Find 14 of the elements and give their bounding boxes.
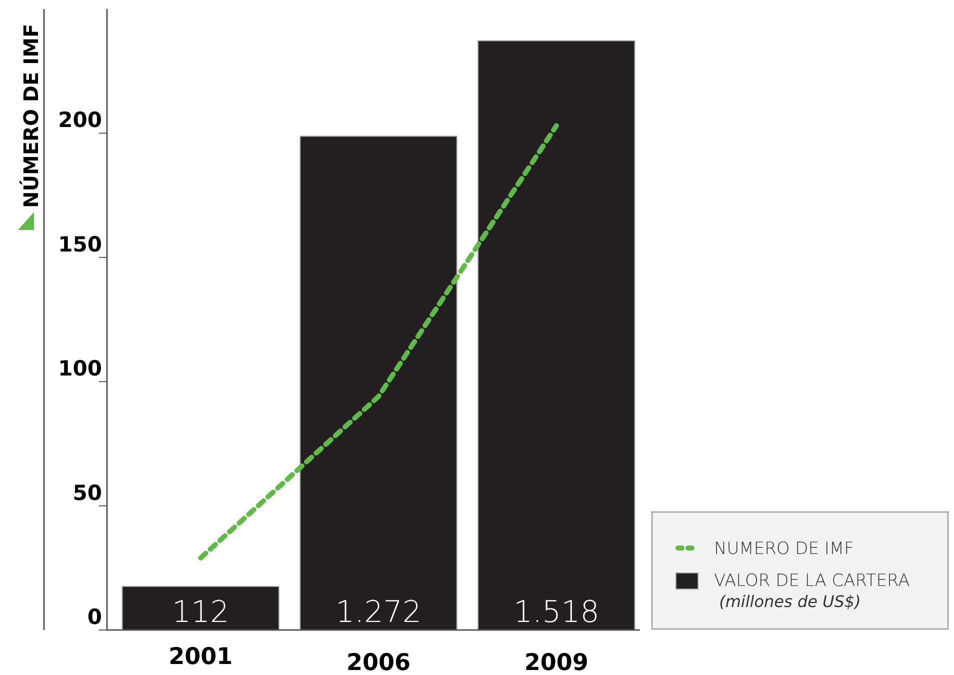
data-label: 1.272 [336, 595, 422, 630]
y-axis-title: NÚMERO DE IMF [19, 24, 43, 208]
y-tick-label: 200 [58, 108, 102, 132]
data-label: 1.518 [513, 595, 600, 630]
x-tick-label: 2009 [524, 650, 588, 675]
y-tick-label: 100 [58, 356, 102, 381]
x-tick-label: 2001 [168, 644, 233, 670]
data-label: 112 [172, 595, 230, 630]
legend-label: NUMERO DE IMF [714, 539, 854, 559]
legend-label: VALOR DE LA CARTERA (millones de US$) [714, 571, 910, 611]
y-tick-label: 150 [58, 232, 102, 256]
y-tick-label: 0 [87, 605, 102, 629]
x-tick-label: 2006 [346, 650, 411, 675]
y-tick-label: 50 [72, 480, 102, 505]
